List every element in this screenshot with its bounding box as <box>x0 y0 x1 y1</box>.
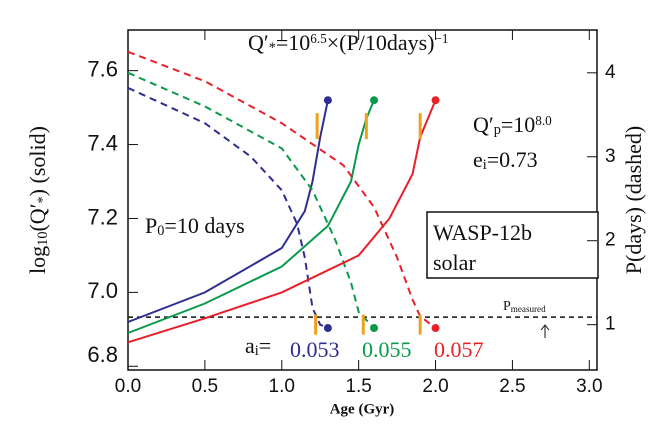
end-dot <box>431 96 440 105</box>
plot-frame <box>127 29 598 371</box>
text-part: a <box>245 333 255 358</box>
dashed-line <box>127 50 437 329</box>
end-dot <box>370 96 379 105</box>
y-tick-label: 7.0 <box>87 278 118 303</box>
y-axis-label: log10(Q′*) (solid) <box>25 126 51 274</box>
x-tick-label: 0.5 <box>192 376 218 397</box>
y-tick-label: 6.8 <box>87 342 118 367</box>
text-part: log <box>25 246 50 274</box>
end-dot <box>370 324 379 333</box>
annotation: Q′p=108.0 <box>473 112 552 138</box>
box-label: solar <box>433 250 476 275</box>
x-axis-label: Age (Gyr) <box>330 401 395 417</box>
x-tick-label: 2.5 <box>499 376 525 397</box>
text-part: i <box>255 343 259 359</box>
x-tick-label: 0.0 <box>115 376 141 397</box>
y2-tick-label: 3 <box>605 146 616 167</box>
label-box <box>426 211 599 279</box>
y2-axis-label: P(days) (dashed) <box>621 126 646 274</box>
text-part: * <box>269 40 276 56</box>
legend-label: 0.053 <box>290 337 340 362</box>
y2-tick-label: 4 <box>605 62 616 83</box>
text-part: ×(P/10days) <box>327 30 435 55</box>
text-part: Q′ <box>248 30 269 55</box>
box-label: WASP-12b <box>433 220 532 245</box>
text-part: =10 <box>501 112 535 137</box>
annotation: ai= <box>245 333 271 359</box>
text-part: p <box>494 122 501 138</box>
text-part: 10 <box>35 232 51 246</box>
text-part: =10 days <box>164 213 244 238</box>
annotation: ei=0.73 <box>473 147 538 173</box>
x-tick-label: 2.0 <box>422 376 448 397</box>
solid-line <box>127 99 329 323</box>
text-part: 6.5 <box>310 31 327 46</box>
x-tick-label: 1.0 <box>269 376 295 397</box>
end-dot <box>323 324 332 333</box>
text-part: 0 <box>157 223 164 239</box>
text-part: =10 <box>276 30 310 55</box>
solid-line <box>127 99 437 344</box>
y2-tick-label: 2 <box>605 230 616 251</box>
legend-label: 0.055 <box>362 337 412 362</box>
text-part: ) (solid) <box>25 126 50 196</box>
y-tick-label: 7.6 <box>87 56 118 81</box>
text-part: Q′ <box>473 112 494 137</box>
annotation: Q′*=106.5×(P/10days)−1 <box>248 30 449 56</box>
end-dot <box>323 96 332 105</box>
text-part: = <box>259 333 271 358</box>
text-part: P <box>145 213 157 238</box>
p-measured-label: Pmeasured <box>503 299 546 314</box>
text-part: −1 <box>435 31 449 46</box>
y-tick-label: 7.4 <box>87 130 118 155</box>
y2-tick-label: 1 <box>605 314 616 335</box>
text-part: =0.73 <box>487 147 538 172</box>
text-part: e <box>473 147 483 172</box>
text-part: * <box>35 196 51 203</box>
text-part: P <box>503 299 511 314</box>
text-part: i <box>483 157 487 173</box>
dashed-line <box>127 71 375 329</box>
arrow <box>540 324 550 338</box>
x-tick-label: 1.5 <box>345 376 371 397</box>
text-part: measured <box>511 304 546 314</box>
y-tick-label: 7.2 <box>87 204 118 229</box>
text-part: (Q′ <box>25 203 50 231</box>
end-dot <box>431 324 440 333</box>
x-tick-label: 3.0 <box>576 376 602 397</box>
text-part: 8.0 <box>535 113 552 128</box>
annotation: P0=10 days <box>145 213 245 239</box>
legend-label: 0.057 <box>434 337 484 362</box>
